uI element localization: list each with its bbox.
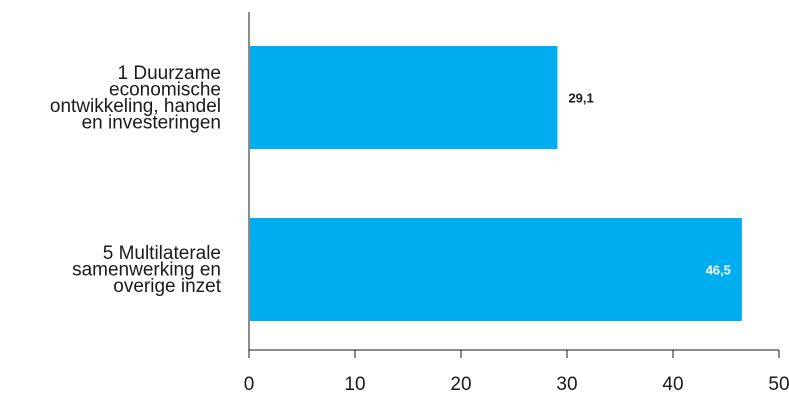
x-tick-label: 30: [556, 374, 577, 395]
bar-value-label: 29,1: [568, 91, 593, 106]
axes: 0 10 20 30 40 50: [244, 12, 789, 395]
category-labels: 1 Duurzame economische ontwikkeling, hande…: [50, 63, 222, 297]
category-label: 5 Multilaterale samenwerking en overige in…: [72, 243, 222, 297]
bars-layer: 29,1 46,5: [250, 46, 742, 321]
bar-1: [250, 46, 558, 149]
x-tick-label: 0: [244, 374, 255, 395]
x-tick-label: 50: [768, 374, 789, 395]
bar-value-label: 46,5: [706, 263, 731, 278]
bar-2: [250, 218, 742, 321]
category-label: 1 Duurzame economische ontwikkeling, hande…: [50, 63, 221, 134]
x-tick-label: 20: [450, 374, 471, 395]
x-tick-label: 40: [662, 374, 683, 395]
x-tick-label: 10: [344, 374, 365, 395]
